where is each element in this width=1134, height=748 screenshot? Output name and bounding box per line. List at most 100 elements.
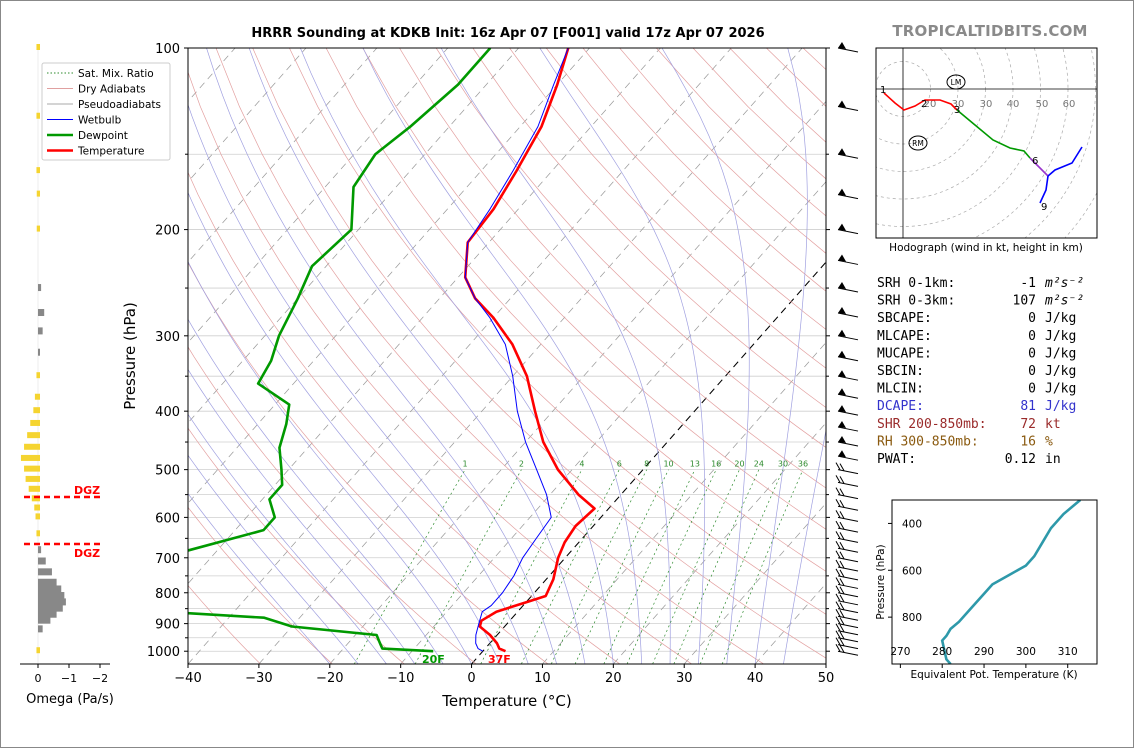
wind-barb [837,148,859,159]
stats-table: SRH 0-1km: -1 m²s⁻² SRH 0-3km: 107 m²s⁻² SBCAP… [877,276,1084,467]
dgz-label-top: DGZ [74,484,100,497]
y-axis-label: Pressure (hPa) [121,302,139,410]
pseudoadiabat [783,428,826,664]
y-tick-label: 1000 [147,645,180,660]
omega-bar-negative [38,546,42,554]
omega-bar-positive [24,465,40,472]
wind-barb [837,421,859,432]
wind-barb [835,568,859,581]
stat-unit: J/kg [1045,311,1076,326]
theta-e-x-tick: 290 [974,646,994,658]
omega-bar-positive [36,112,40,119]
temperature-line [463,48,596,653]
dry-adiabat [472,48,826,408]
hodograph-ring-label: 20 [924,99,937,110]
omega-bar-negative [38,309,45,317]
wind-barb [835,462,859,475]
y-tick-label: 100 [155,42,180,57]
wind-barb [837,450,859,461]
dry-adiabat [188,506,333,664]
hodograph-caption: Hodograph (wind in kt, height in km) [889,242,1083,254]
omega-bar-negative [38,557,46,565]
skew-t-plot: 1 2 4 6 8 10 13 16 20 24 30 36 −40 −30 −20 −10 0 10 20 30 4… [121,42,834,710]
legend-item: Temperature [77,146,145,158]
mixing-ratio-label: 24 [754,460,764,469]
stat-label: MLCIN: [877,382,924,397]
wind-barb [835,643,859,656]
mixing-ratio-line [721,469,804,664]
dry-adiabat [362,48,826,530]
storm-motion-label: RM [912,139,924,148]
stat-row: MLCIN: 0 J/kg [877,382,1076,397]
wetbulb-line [464,48,569,652]
stat-value: 107 [1013,294,1036,309]
dry-adiabat [545,48,826,330]
stat-value: 72 [1020,417,1036,432]
x-tick-label: −40 [174,671,201,686]
storm-motion-marker [908,135,928,151]
pseudoadiabat [188,103,529,664]
omega-bar-positive [35,513,40,520]
stat-label: PWAT: [877,452,916,467]
theta-e-x-tick: 280 [932,646,952,658]
stat-value: 0.12 [1005,452,1036,467]
pseudoadiabat [248,48,586,664]
omega-bar-negative [38,610,57,618]
dry-adiabat [215,48,764,664]
mixing-ratio-line [652,469,740,664]
omega-panel: 0 −1 −2 Omega (Pa/s) DGZ DGZ [20,44,114,707]
pseudoadiabat [440,48,671,664]
mixing-ratio-line [699,469,784,664]
isotherm [188,48,590,504]
wind-barb [835,601,859,614]
pseudoadiabat [362,48,643,664]
stat-row: DCAPE: 81 J/kg [877,399,1076,414]
wind-barb [835,577,859,589]
y-tick-label: 600 [155,511,180,526]
stat-value: 16 [1020,434,1036,449]
dry-adiabat [325,48,826,572]
wind-barb [835,585,859,598]
omega-bar-negative [38,616,51,624]
dgz-label-bottom: DGZ [74,547,100,560]
omega-bar-positive [30,419,40,426]
hodograph-frame [875,47,1098,239]
dry-adiabat [766,48,826,107]
pseudoadiabat [754,48,808,664]
stat-label: MUCAPE: [877,346,932,361]
mixing-ratio-line [414,469,522,664]
pseudoadiabat [188,318,444,664]
stat-unit: m²s⁻² [1044,276,1084,291]
chart-title: HRRR Sounding at KDKB Init: 16z Apr 07 [… [251,26,765,41]
stat-unit: J/kg [1045,399,1076,414]
x-tick-label: 10 [534,671,551,686]
x-tick-label: −30 [245,671,272,686]
mixing-ratio-label: 6 [617,460,622,469]
legend-item: Wetbulb [78,115,122,127]
isotherm [188,48,519,424]
omega-bar-positive [36,647,40,654]
hodograph-trace [1029,157,1049,177]
omega-bar-negative [38,592,65,600]
isotherm [400,181,826,664]
isotherm [188,48,449,344]
legend-box [41,62,171,161]
wind-barb [837,436,859,447]
stat-row: SRH 0-3km: 107 m²s⁻² [877,294,1084,309]
mixing-ratio-label: 20 [734,460,744,469]
dry-adiabat [802,48,826,71]
hodograph-ring-label: 50 [1036,99,1049,110]
y-tick-label: 500 [155,464,180,479]
omega-tick-label: −2 [92,672,108,685]
stat-unit: J/kg [1045,329,1076,344]
isotherm [825,663,826,664]
y-tick-label: 900 [155,618,180,633]
hodograph-trace [1047,146,1083,177]
dry-adiabat [188,71,692,664]
omega-axis-label: Omega (Pa/s) [26,692,114,707]
wind-barb [837,350,859,362]
wind-barb [835,531,859,543]
hodograph-height-label: 2 [921,99,927,110]
omega-bar-positive [31,495,40,502]
